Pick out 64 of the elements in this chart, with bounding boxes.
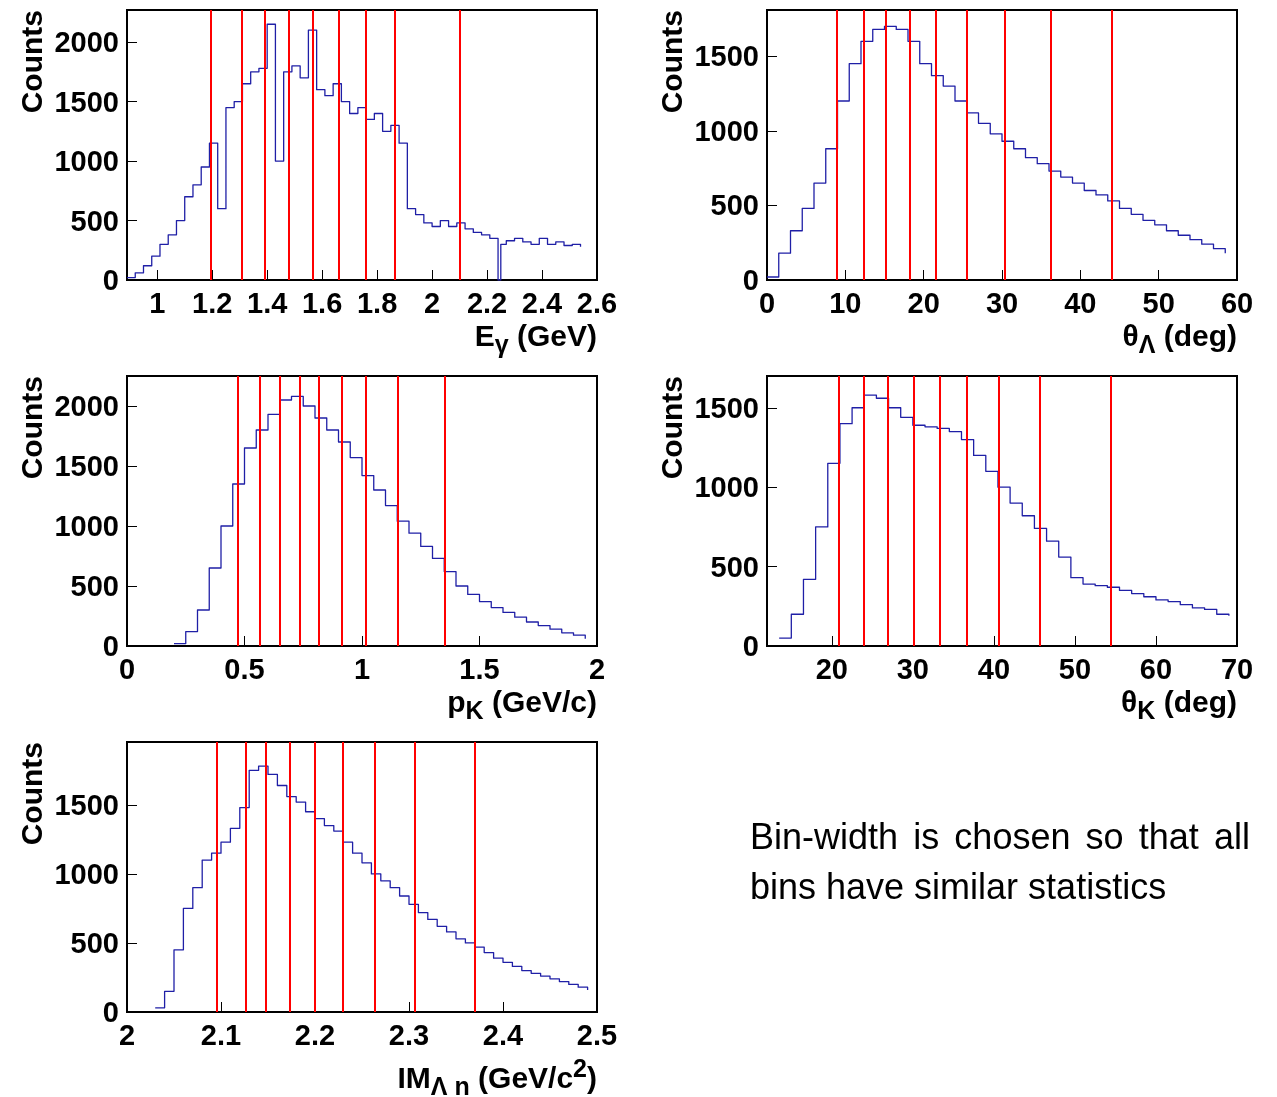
y-tick-label: 1000 — [54, 145, 119, 178]
y-tick-label: 1000 — [54, 510, 119, 542]
x-tick-label: 70 — [1220, 652, 1254, 685]
x-tick-label: 1 — [149, 286, 166, 319]
y-tick-label: 1000 — [694, 114, 759, 147]
x-tick-label: 50 — [1142, 286, 1175, 319]
x-tick-label: 2 — [424, 286, 441, 319]
x-tick-label: 10 — [829, 286, 862, 319]
x-tick-label: 2.5 — [576, 1018, 618, 1051]
y-tick-label: 1500 — [54, 788, 119, 821]
x-tick-label: 60 — [1139, 652, 1173, 685]
y-tick-label: 0 — [102, 630, 119, 662]
y-tick-label: 0 — [742, 264, 759, 296]
y-tick-label: 500 — [710, 550, 759, 583]
x-axis-title: θ$_{Λ}$ (deg) — [1122, 318, 1237, 360]
x-tick-label: 30 — [985, 286, 1019, 319]
x-tick-label: 2.1 — [200, 1018, 242, 1051]
y-tick-label: 1000 — [694, 471, 759, 504]
x-tick-label: 1.6 — [301, 286, 343, 319]
x-tick-label: 1.5 — [459, 652, 500, 685]
y-tick-label: 1000 — [54, 857, 119, 890]
y-tick-label: 2000 — [54, 26, 119, 59]
x-tick-label: 1.8 — [356, 286, 398, 319]
text: Bin-width is chosen so that all bins have similar statistics — [750, 815, 1250, 909]
x-tick-label: 40 — [1064, 286, 1097, 319]
y-axis-title: Counts — [654, 376, 688, 480]
y-tick-label: 500 — [70, 570, 119, 602]
x-tick-label: 40 — [977, 652, 1011, 685]
x-tick-label: 1.4 — [247, 286, 288, 319]
y-tick-label: 1500 — [694, 391, 759, 424]
y-tick-label: 0 — [102, 264, 119, 296]
y-tick-label: 1500 — [54, 450, 119, 482]
x-axis-title: E$_{γ}$ (GeV) — [474, 318, 597, 360]
y-tick-label: 500 — [70, 204, 119, 237]
x-tick-label: 2 — [588, 652, 606, 685]
x-tick-label: 2.4 — [482, 1018, 524, 1051]
x-tick-label: 20 — [907, 286, 940, 319]
y-axis-title: Counts — [14, 376, 48, 480]
y-axis-title: Counts — [14, 10, 48, 114]
x-tick-label: 2 — [118, 1018, 136, 1051]
x-tick-label: 20 — [815, 652, 848, 685]
y-tick-label: 500 — [710, 189, 759, 222]
y-tick-label: 500 — [70, 926, 119, 959]
x-tick-label: 0.5 — [224, 652, 265, 685]
x-tick-label: 1.2 — [192, 286, 233, 319]
x-tick-label: 2.2 — [466, 286, 508, 319]
x-tick-label: 60 — [1220, 286, 1254, 319]
y-tick-label: 0 — [102, 996, 119, 1028]
x-axis-title: p$_{K}$ (GeV/c) — [447, 684, 597, 726]
y-tick-label: 0 — [742, 630, 759, 662]
y-tick-label: 2000 — [54, 390, 119, 422]
y-tick-label: 1500 — [54, 85, 119, 118]
y-tick-label: 1500 — [694, 40, 759, 73]
y-axis-title: Counts — [14, 742, 48, 846]
x-tick-label: 30 — [896, 652, 929, 685]
y-axis-title: Counts — [654, 10, 688, 114]
x-tick-label: 50 — [1058, 652, 1092, 685]
x-tick-label: 2.2 — [294, 1018, 336, 1051]
x-axis-title: IM$_{Λ n}$ (GeV/c$^{2}$) — [397, 1053, 597, 1097]
x-tick-label: 2.6 — [576, 286, 618, 319]
x-tick-label: 1 — [353, 652, 371, 685]
x-tick-label: 2.3 — [388, 1018, 430, 1051]
x-tick-label: 2.4 — [521, 286, 563, 319]
x-axis-title: θ$_{K}$ (deg) — [1121, 684, 1237, 726]
